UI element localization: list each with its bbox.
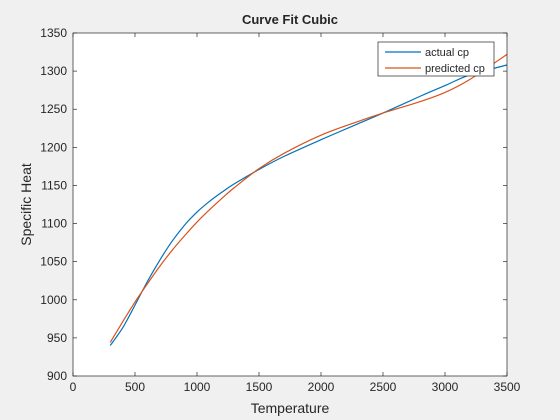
series-line-actual-cp <box>109 64 508 346</box>
x-tick-label: 3500 <box>494 380 521 394</box>
y-tick-label: 1300 <box>40 64 67 78</box>
plot-area <box>73 33 507 376</box>
legend-label-predicted-cp: predicted cp <box>425 63 485 75</box>
chart-title: Curve Fit Cubic <box>242 12 338 27</box>
x-tick-label: 0 <box>70 380 77 394</box>
x-tick-label: 2500 <box>370 380 397 394</box>
y-tick-label: 1250 <box>40 102 67 116</box>
x-tick-label: 3000 <box>432 380 459 394</box>
legend[interactable]: actual cp predicted cp <box>377 41 495 77</box>
x-tick-label: 500 <box>125 380 145 394</box>
y-tick-label: 1200 <box>40 140 67 154</box>
x-axis-label: Temperature <box>251 400 330 416</box>
x-tick-label: 1000 <box>184 380 211 394</box>
y-tick-label: 1000 <box>40 293 67 307</box>
legend-box <box>377 41 495 77</box>
x-tick-label: 2000 <box>308 380 335 394</box>
y-tick-label: 1150 <box>41 178 67 192</box>
axes-box <box>72 32 508 377</box>
legend-label-actual-cp: actual cp <box>425 47 469 59</box>
y-axis-label: Specific Heat <box>18 163 34 246</box>
x-axis-ticks: 0 500 1000 1500 2000 2500 3000 3500 <box>70 33 521 394</box>
y-tick-label: 1350 <box>40 26 67 40</box>
y-tick-label: 900 <box>47 369 67 383</box>
y-tick-label: 1050 <box>40 255 67 269</box>
x-tick-label: 1500 <box>246 380 273 394</box>
series-line-predicted-cp <box>109 53 508 343</box>
y-tick-label: 950 <box>47 331 67 345</box>
series-layer <box>109 53 508 346</box>
y-tick-label: 1100 <box>41 217 67 231</box>
y-axis-ticks: 900 950 1000 1050 1100 1150 1200 1250 1300 1350 <box>40 26 507 383</box>
